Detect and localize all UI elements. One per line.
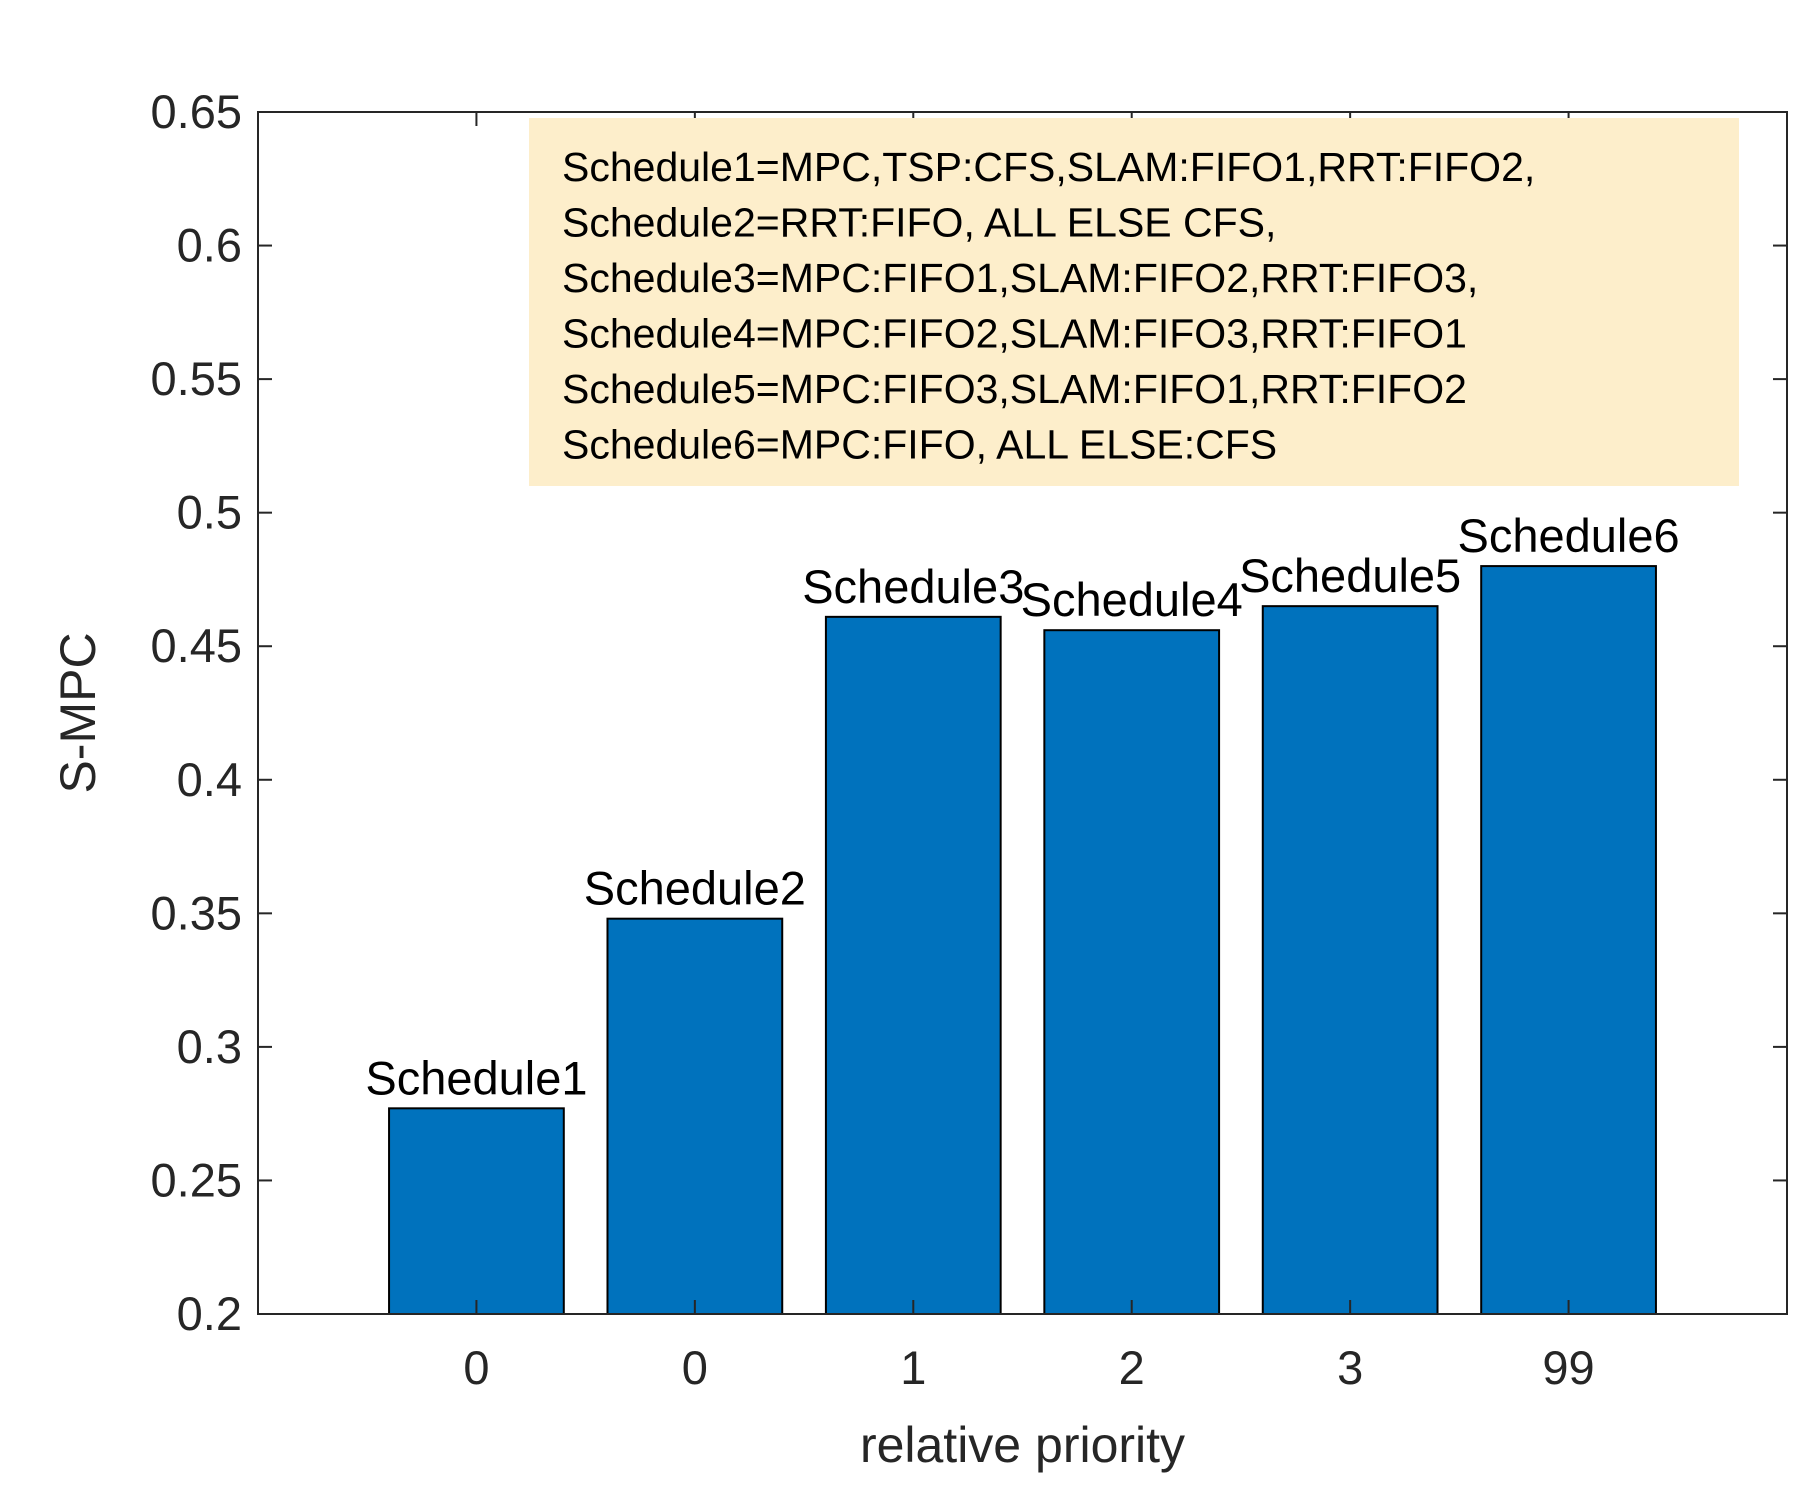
annotation-line: Schedule3=MPC:FIFO1,SLAM:FIFO2,RRT:FIFO3… bbox=[562, 255, 1478, 301]
x-tick-label: 3 bbox=[1337, 1341, 1363, 1394]
bar bbox=[388, 1107, 565, 1316]
y-tick-label: 0.65 bbox=[151, 85, 242, 138]
bars-layer bbox=[388, 565, 1657, 1316]
y-axis-title: S-MPC bbox=[50, 632, 106, 793]
bar-data-label: Schedule3 bbox=[802, 560, 1024, 613]
bar-data-label: Schedule1 bbox=[365, 1051, 587, 1104]
bar bbox=[1480, 565, 1657, 1315]
x-tick-label: 0 bbox=[463, 1341, 489, 1394]
annotation-line: Schedule2=RRT:FIFO, ALL ELSE CFS, bbox=[562, 200, 1276, 246]
bar-data-label: Schedule5 bbox=[1239, 549, 1461, 602]
bar-data-label: Schedule6 bbox=[1458, 509, 1680, 562]
y-tick-label: 0.25 bbox=[151, 1153, 242, 1206]
x-tick-label: 99 bbox=[1542, 1341, 1594, 1394]
x-tick-label: 0 bbox=[682, 1341, 708, 1394]
annotation-line: Schedule1=MPC,TSP:CFS,SLAM:FIFO1,RRT:FIF… bbox=[562, 144, 1535, 190]
x-tick-label: 2 bbox=[1119, 1341, 1145, 1394]
x-axis-title: relative priority bbox=[860, 1417, 1185, 1473]
bar bbox=[1261, 605, 1439, 1315]
annotation-background bbox=[529, 118, 1739, 486]
y-tick-label: 0.3 bbox=[177, 1020, 242, 1073]
y-tick-label: 0.5 bbox=[177, 486, 242, 539]
annotation-line: Schedule5=MPC:FIFO3,SLAM:FIFO1,RRT:FIFO2 bbox=[562, 366, 1467, 412]
annotation-line: Schedule4=MPC:FIFO2,SLAM:FIFO3,RRT:FIFO1 bbox=[562, 311, 1467, 357]
plot-frame bbox=[257, 111, 1788, 1315]
bar-data-label: Schedule4 bbox=[1021, 573, 1243, 626]
y-tick-label: 0.2 bbox=[177, 1287, 242, 1340]
y-tick-label: 0.6 bbox=[177, 219, 242, 272]
y-tick-label: 0.55 bbox=[151, 352, 242, 405]
annotation-box: Schedule1=MPC,TSP:CFS,SLAM:FIFO1,RRT:FIF… bbox=[529, 118, 1739, 486]
bar bbox=[824, 615, 1002, 1315]
y-tick-label: 0.4 bbox=[177, 753, 242, 806]
y-tick-label: 0.45 bbox=[151, 619, 242, 672]
annotation-line: Schedule6=MPC:FIFO, ALL ELSE:CFS bbox=[562, 422, 1277, 468]
bar-data-label: Schedule2 bbox=[584, 862, 806, 915]
bar bbox=[1043, 629, 1221, 1315]
bar-labels-layer: Schedule1Schedule2Schedule3Schedule4Sche… bbox=[365, 509, 1679, 1104]
ticks-layer: 0.2 0.25 0.3 0.35 0.4 0.45 0.5 0.55 0.6 0.65 0 0 1 2 3… bbox=[151, 85, 1787, 1394]
bar bbox=[606, 917, 784, 1315]
y-tick-label: 0.35 bbox=[151, 886, 242, 939]
x-tick-label: 1 bbox=[900, 1341, 926, 1394]
